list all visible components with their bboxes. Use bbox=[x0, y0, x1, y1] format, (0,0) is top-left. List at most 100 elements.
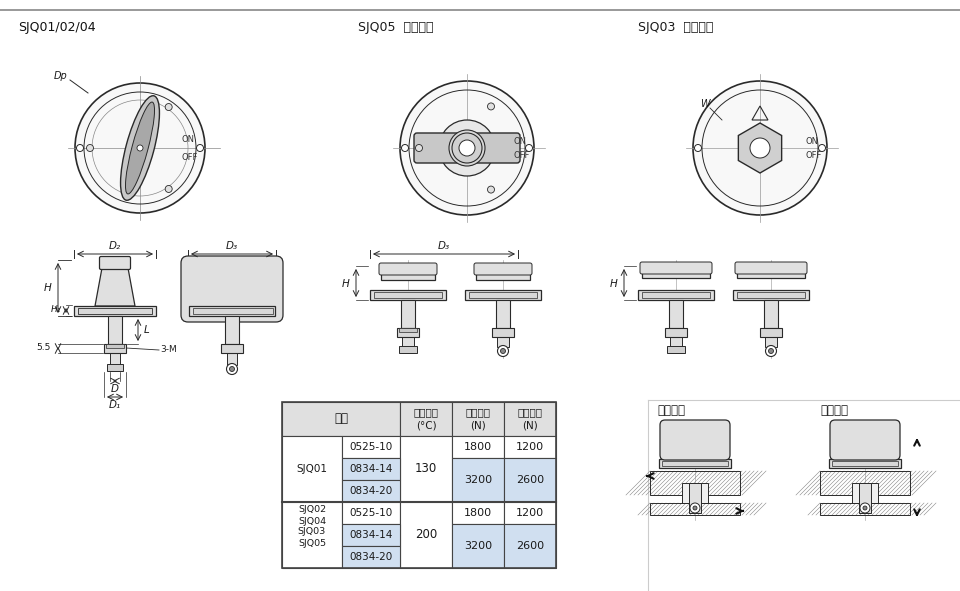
Bar bbox=[682, 483, 708, 503]
FancyBboxPatch shape bbox=[640, 262, 712, 274]
FancyBboxPatch shape bbox=[414, 133, 520, 163]
Bar bbox=[504, 458, 556, 502]
Text: SJQ03  六角孔型: SJQ03 六角孔型 bbox=[638, 21, 713, 34]
Text: 3200: 3200 bbox=[464, 541, 492, 551]
Bar bbox=[504, 502, 556, 524]
Bar bbox=[342, 524, 400, 546]
Bar bbox=[504, 402, 556, 436]
Circle shape bbox=[452, 133, 482, 163]
Text: L: L bbox=[144, 325, 150, 335]
Bar bbox=[400, 502, 452, 568]
Text: ON: ON bbox=[513, 137, 526, 145]
Circle shape bbox=[458, 139, 476, 157]
Text: 1800: 1800 bbox=[464, 442, 492, 452]
Polygon shape bbox=[738, 123, 781, 173]
Bar bbox=[399, 328, 417, 332]
Text: 0834-14: 0834-14 bbox=[349, 464, 393, 474]
Circle shape bbox=[765, 346, 777, 356]
Circle shape bbox=[860, 503, 870, 513]
Text: 0834-20: 0834-20 bbox=[349, 552, 393, 562]
Bar bbox=[452, 458, 504, 502]
Text: 1200: 1200 bbox=[516, 442, 544, 452]
Bar bbox=[504, 524, 556, 568]
Text: OFF: OFF bbox=[806, 151, 823, 161]
Text: 耐热温度: 耐热温度 bbox=[414, 407, 439, 417]
Circle shape bbox=[863, 506, 867, 510]
Bar bbox=[764, 300, 778, 328]
Text: SJQ05: SJQ05 bbox=[298, 538, 326, 547]
Bar bbox=[370, 290, 446, 300]
Bar bbox=[400, 436, 452, 502]
Text: H: H bbox=[341, 279, 349, 289]
Bar bbox=[282, 402, 400, 436]
Bar bbox=[400, 402, 452, 436]
Text: (°C): (°C) bbox=[416, 421, 436, 431]
Bar bbox=[342, 436, 400, 458]
Circle shape bbox=[439, 120, 495, 176]
Bar bbox=[659, 459, 731, 468]
Bar bbox=[737, 292, 805, 298]
Circle shape bbox=[165, 103, 172, 111]
Circle shape bbox=[401, 145, 409, 151]
Text: 规格: 规格 bbox=[334, 413, 348, 426]
Bar bbox=[193, 308, 273, 314]
Bar bbox=[342, 546, 400, 568]
Text: (N): (N) bbox=[522, 421, 538, 431]
Bar bbox=[638, 290, 714, 300]
Bar bbox=[106, 344, 124, 348]
Bar bbox=[669, 300, 683, 328]
Text: H: H bbox=[610, 279, 617, 289]
Circle shape bbox=[750, 138, 770, 158]
Bar bbox=[832, 461, 898, 466]
Text: 接引强度: 接引强度 bbox=[820, 404, 848, 417]
Bar bbox=[765, 337, 777, 347]
Circle shape bbox=[77, 145, 84, 151]
Text: SJQ01: SJQ01 bbox=[297, 464, 327, 474]
Bar bbox=[733, 290, 809, 300]
Text: OFF: OFF bbox=[182, 154, 199, 163]
Bar bbox=[282, 436, 342, 502]
Bar bbox=[282, 402, 556, 568]
Bar bbox=[452, 502, 504, 524]
Polygon shape bbox=[95, 268, 135, 306]
Circle shape bbox=[690, 503, 700, 513]
Circle shape bbox=[819, 145, 826, 151]
Text: 3-M: 3-M bbox=[160, 346, 177, 355]
Bar bbox=[642, 266, 710, 278]
Text: D₂: D₂ bbox=[108, 241, 121, 251]
Bar bbox=[689, 483, 701, 513]
Text: D₁: D₁ bbox=[108, 400, 121, 410]
Text: 0834-14: 0834-14 bbox=[349, 530, 393, 540]
Bar bbox=[476, 266, 530, 280]
Bar bbox=[650, 471, 740, 495]
Text: H₁: H₁ bbox=[51, 306, 61, 314]
Text: SJQ01/02/04: SJQ01/02/04 bbox=[18, 21, 96, 34]
Text: 200: 200 bbox=[415, 528, 437, 541]
Circle shape bbox=[229, 366, 234, 372]
Bar bbox=[78, 308, 152, 314]
Ellipse shape bbox=[121, 96, 159, 200]
Circle shape bbox=[497, 346, 509, 356]
Bar bbox=[221, 344, 243, 353]
Text: D₃: D₃ bbox=[226, 241, 238, 251]
Text: 5.5: 5.5 bbox=[36, 343, 51, 352]
Bar bbox=[469, 292, 537, 298]
Bar bbox=[737, 266, 805, 278]
Bar bbox=[642, 292, 710, 298]
FancyBboxPatch shape bbox=[660, 420, 730, 460]
Text: 2600: 2600 bbox=[516, 475, 544, 485]
Bar bbox=[225, 316, 239, 344]
Text: 2600: 2600 bbox=[516, 541, 544, 551]
Bar bbox=[374, 292, 442, 298]
FancyBboxPatch shape bbox=[830, 420, 900, 460]
Circle shape bbox=[488, 186, 494, 193]
FancyBboxPatch shape bbox=[735, 262, 807, 274]
Bar bbox=[104, 344, 126, 353]
Bar bbox=[465, 290, 541, 300]
Circle shape bbox=[500, 349, 506, 353]
Text: 1800: 1800 bbox=[464, 508, 492, 518]
Ellipse shape bbox=[137, 145, 143, 151]
Text: SJQ05  低头旋鈕: SJQ05 低头旋鈕 bbox=[358, 21, 434, 34]
Text: ON: ON bbox=[182, 135, 195, 145]
Bar bbox=[820, 503, 910, 515]
